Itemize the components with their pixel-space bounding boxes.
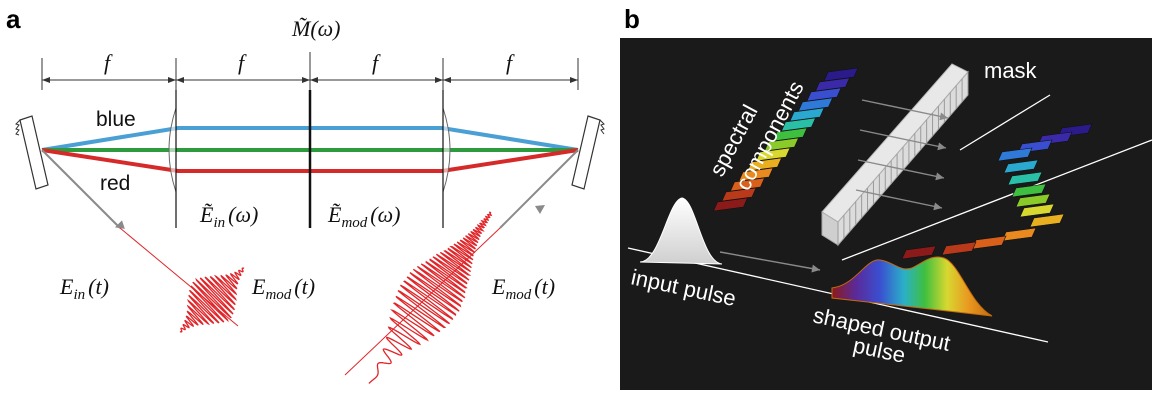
panel-a-diagram: M̃(ω) f f f f <box>15 16 605 384</box>
right-grating <box>571 115 605 190</box>
mask-label: mask <box>984 58 1038 83</box>
e-mod-t-right-label: Emod (t) <box>491 274 555 303</box>
transfer-arrows <box>719 99 949 273</box>
input-pulse-waveform <box>179 267 245 333</box>
beam-arrows <box>41 149 579 229</box>
e-in-omega-label: Ẽin (ω) <box>199 202 258 231</box>
e-mod-omega-label: Ẽmod (ω) <box>327 202 400 231</box>
blue-label: blue <box>96 108 136 131</box>
focal-label-1: f <box>104 50 113 75</box>
spectral-components <box>713 67 859 212</box>
panel-b-label: b <box>624 4 640 34</box>
output-arrowhead <box>535 205 545 214</box>
output-pulse-waveform <box>368 211 493 384</box>
shaped-output-pulse-shape <box>831 256 993 317</box>
e-in-t-label: Ein (t) <box>59 274 109 303</box>
optical-planes <box>175 90 444 228</box>
dimension-arrowheads <box>42 77 578 83</box>
focal-label-3: f <box>372 50 381 75</box>
mask-function-label: M̃(ω) <box>291 16 341 41</box>
red-label: red <box>100 172 130 195</box>
input-arrowhead <box>114 220 125 229</box>
left-grating <box>15 115 49 190</box>
focal-label-4: f <box>506 50 515 75</box>
panel-a-label: a <box>6 4 21 34</box>
focal-label-2: f <box>238 50 247 75</box>
shaped-components <box>901 123 1093 260</box>
e-mod-t-center-label: Emod (t) <box>251 274 315 303</box>
lenses <box>168 107 451 193</box>
input-pulse-shape <box>639 197 723 265</box>
